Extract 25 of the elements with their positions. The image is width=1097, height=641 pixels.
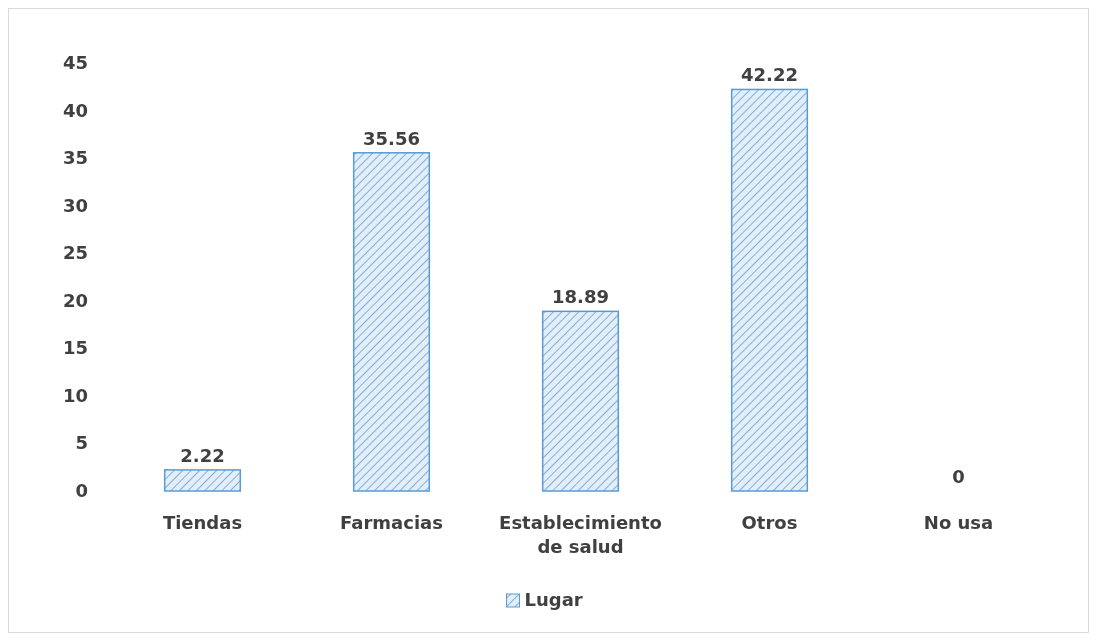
x-tick-label: No usa — [923, 512, 994, 533]
y-tick-label: 30 — [62, 194, 88, 216]
data-label: 2.22 — [180, 444, 225, 466]
y-tick-label: 0 — [75, 480, 88, 501]
legend-label: Lugar — [524, 589, 583, 610]
x-tick-label: Otros — [741, 512, 798, 533]
y-tick-label: 20 — [62, 289, 88, 311]
y-tick-label: 40 — [62, 99, 88, 121]
data-label: 35.56 — [363, 127, 420, 149]
x-tick-label: Tiendas — [162, 512, 243, 533]
y-tick-label: 25 — [62, 242, 88, 264]
bar — [541, 310, 620, 492]
data-label: 18.89 — [552, 286, 609, 308]
bar — [730, 88, 809, 492]
data-label: 0 — [952, 466, 965, 487]
y-tick-label: 15 — [62, 337, 88, 359]
x-tick-label: Farmacias — [340, 512, 443, 533]
y-tick-label: 5 — [75, 432, 88, 454]
y-tick-label: 35 — [62, 147, 88, 169]
x-tick-label: Establecimiento de salud — [499, 512, 662, 557]
y-tick-label: 10 — [62, 384, 88, 406]
bar — [352, 152, 431, 492]
bar — [163, 469, 242, 492]
data-label: 42.22 — [741, 64, 798, 86]
y-tick-label: 45 — [62, 52, 88, 73]
